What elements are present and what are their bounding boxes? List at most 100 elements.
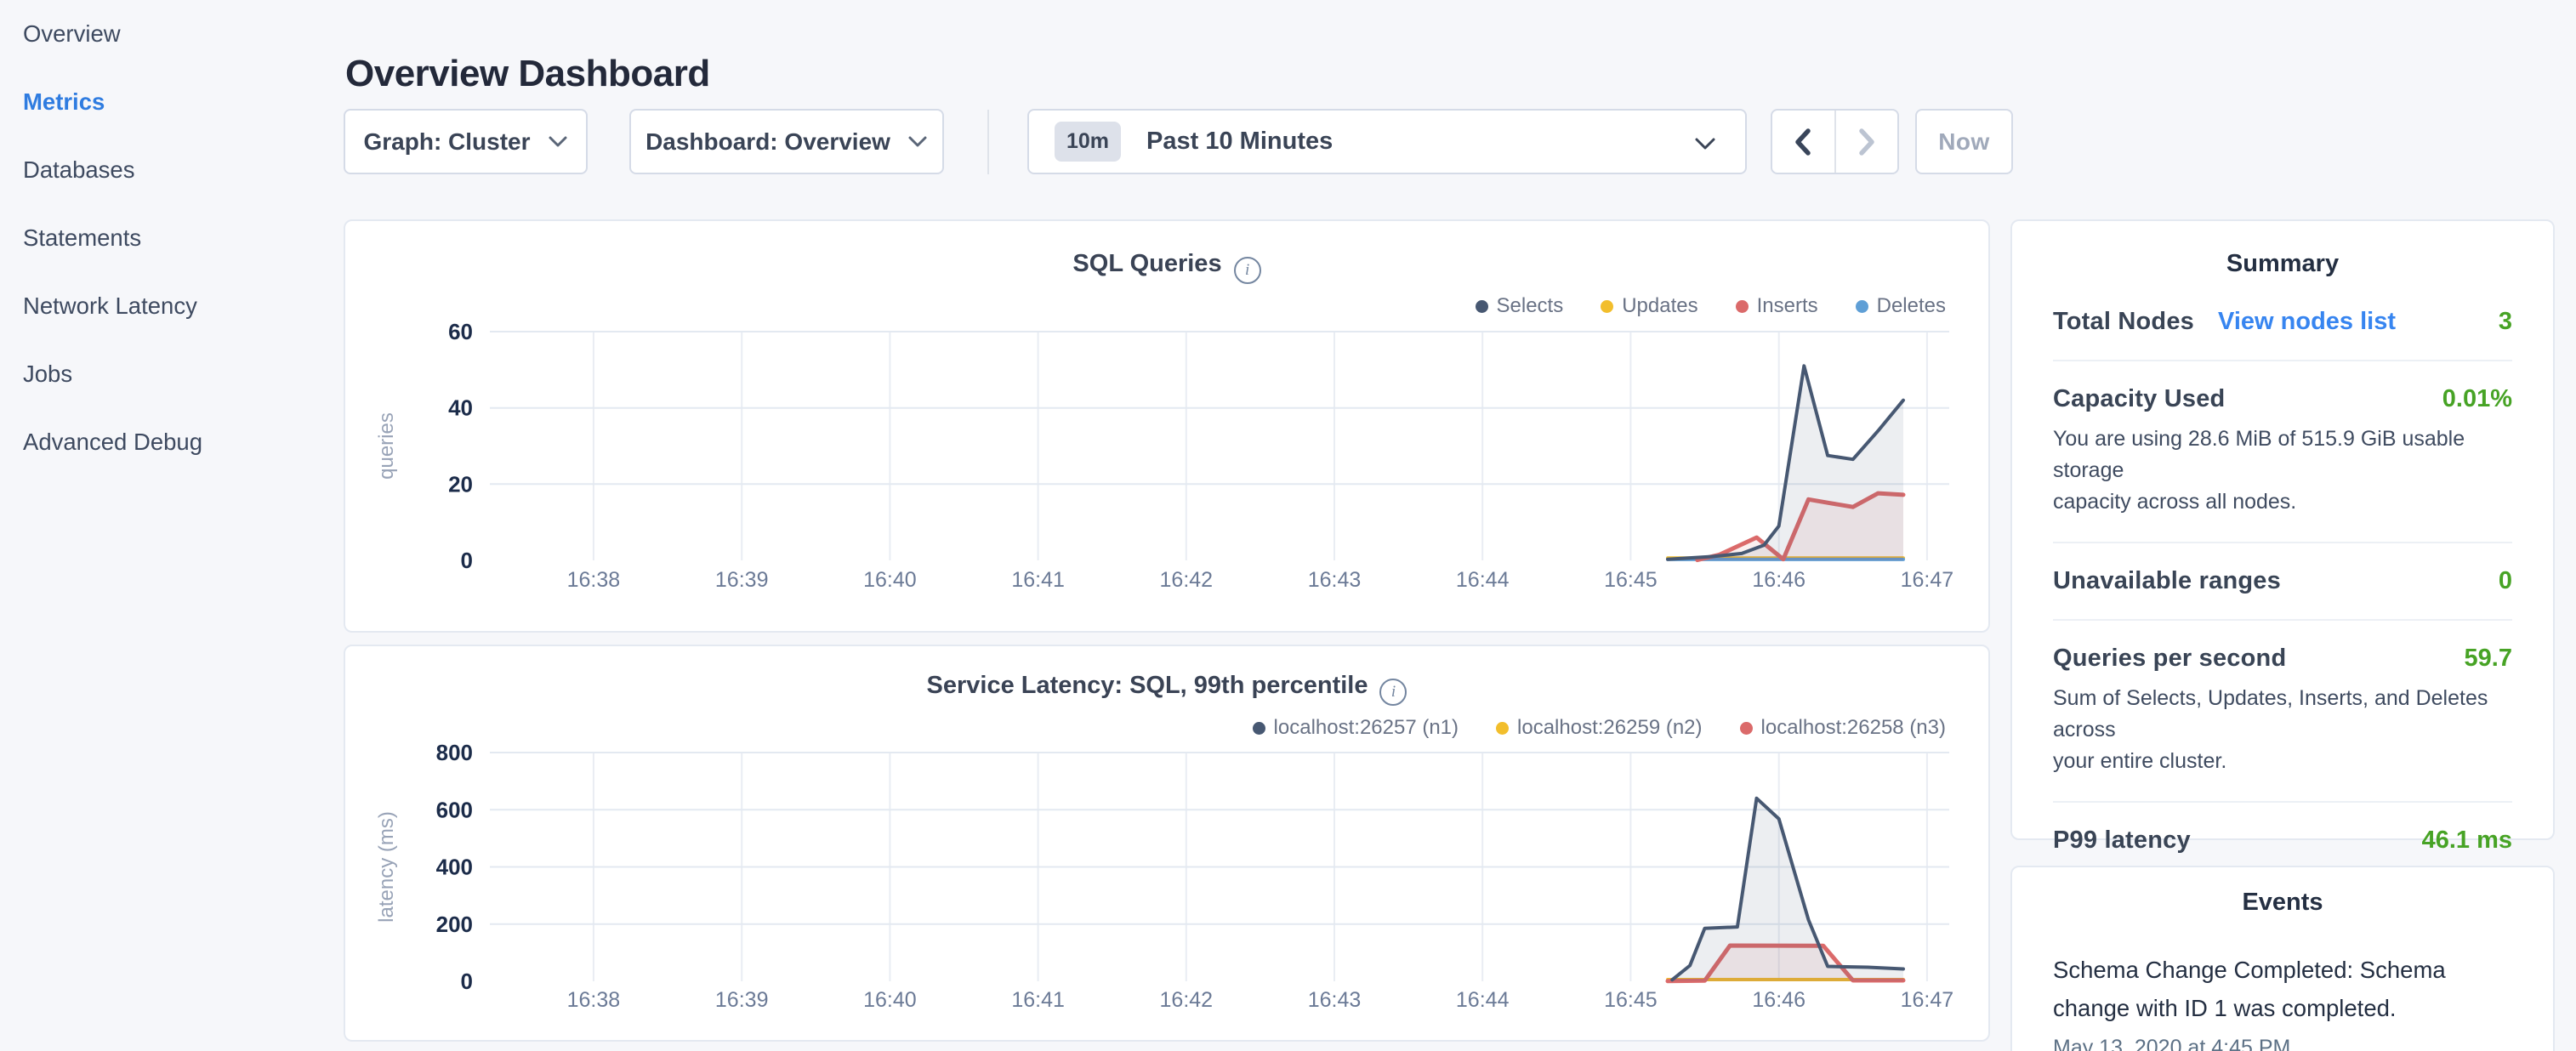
time-range-dropdown[interactable]: 10m Past 10 Minutes <box>1027 109 1747 174</box>
chevron-down-icon <box>549 136 567 147</box>
summary-label: Total Nodes <box>2053 308 2195 335</box>
svg-text:16:39: 16:39 <box>715 988 769 1012</box>
legend-dot-icon <box>1252 721 1265 735</box>
view-nodes-list-link[interactable]: View nodes list <box>2218 308 2396 335</box>
events-title: Events <box>2242 889 2323 916</box>
sidebar-item-overview[interactable]: Overview <box>23 20 121 47</box>
graph-scope-dropdown[interactable]: Graph: Cluster <box>344 109 588 174</box>
time-range-badge: 10m <box>1055 122 1122 162</box>
page-title: Overview Dashboard <box>345 53 710 95</box>
chevron-left-icon <box>1795 128 1811 156</box>
sidebar-item-advanced-debug[interactable]: Advanced Debug <box>23 429 202 455</box>
chart-title-text: Service Latency: SQL, 99th percentile <box>926 672 1368 699</box>
svg-text:queries: queries <box>375 412 398 480</box>
chevron-down-icon <box>908 136 927 147</box>
sidebar-item-metrics[interactable]: Metrics <box>23 88 105 115</box>
sidebar-item-network-latency[interactable]: Network Latency <box>23 293 197 319</box>
summary-value: 0 <box>2498 567 2512 594</box>
service-latency-chart-card: Service Latency: SQL, 99th percentile i l… <box>344 645 1990 1042</box>
sidebar-item-databases[interactable]: Databases <box>23 156 135 183</box>
legend-dot-icon <box>1735 299 1749 313</box>
now-button[interactable]: Now <box>1915 109 2013 174</box>
dashboard-label: Dashboard: Overview <box>645 128 890 155</box>
legend-dot-icon <box>1496 721 1510 735</box>
svg-text:16:40: 16:40 <box>863 988 917 1012</box>
summary-row-capacity-used: Capacity Used 0.01% You are using 28.6 M… <box>2053 360 2512 542</box>
events-panel: Events Schema Change Completed: Schema c… <box>2010 866 2555 1051</box>
svg-text:16:45: 16:45 <box>1604 988 1658 1012</box>
dashboard-dropdown[interactable]: Dashboard: Overview <box>629 109 944 174</box>
summary-row-total-nodes: Total Nodes View nodes list 3 <box>2053 284 2512 360</box>
summary-row-queries-per-second: Queries per second 59.7 Sum of Selects, … <box>2053 619 2512 801</box>
sidebar: Overview Metrics Databases Statements Ne… <box>0 0 340 1051</box>
svg-text:600: 600 <box>436 797 473 822</box>
time-range-label: Past 10 Minutes <box>1146 128 1333 155</box>
chevron-down-icon <box>1695 138 1715 150</box>
legend-item: Selects <box>1475 294 1563 318</box>
chart-title: SQL Queries i <box>345 250 1988 284</box>
sql-queries-plot[interactable]: 0 20 40 60 16:38 16:39 16:40 16:41 16:42 16:43 16:… <box>345 221 1988 631</box>
time-step-buttons <box>1771 109 1899 174</box>
chart-legend: Selects Updates Inserts Deletes <box>1475 294 1946 318</box>
sidebar-item-statements[interactable]: Statements <box>23 224 142 251</box>
legend-item: localhost:26258 (n3) <box>1739 716 1946 740</box>
svg-text:200: 200 <box>436 912 473 937</box>
svg-text:16:43: 16:43 <box>1308 988 1362 1012</box>
summary-value: 46.1 ms <box>2421 827 2512 854</box>
svg-text:16:44: 16:44 <box>1456 988 1510 1012</box>
legend-dot-icon <box>1739 721 1753 735</box>
svg-text:60: 60 <box>448 319 473 344</box>
legend-item: localhost:26259 (n2) <box>1496 716 1703 740</box>
summary-title: Summary <box>2226 250 2340 277</box>
info-icon[interactable]: i <box>1233 257 1261 284</box>
chevron-right-icon <box>1859 128 1874 156</box>
legend-dot-icon <box>1475 299 1488 313</box>
summary-label: Unavailable ranges <box>2053 567 2281 594</box>
svg-text:16:42: 16:42 <box>1160 988 1214 1012</box>
summary-value: 0.01% <box>2442 385 2512 412</box>
summary-value: 3 <box>2498 308 2512 335</box>
sql-queries-chart-card: SQL Queries i Selects Updates Inserts Del… <box>344 219 1990 633</box>
legend-item: Deletes <box>1855 294 1946 318</box>
legend-item: Updates <box>1601 294 1698 318</box>
toolbar-divider <box>987 110 989 174</box>
summary-row-unavailable-ranges: Unavailable ranges 0 <box>2053 542 2512 619</box>
chart-title: Service Latency: SQL, 99th percentile i <box>345 672 1988 706</box>
svg-text:16:38: 16:38 <box>567 988 621 1012</box>
summary-row-p99-latency: P99 latency 46.1 ms <box>2053 801 2512 878</box>
svg-text:0: 0 <box>461 969 473 994</box>
graph-scope-label: Graph: Cluster <box>363 128 531 155</box>
svg-text:20: 20 <box>448 471 473 497</box>
event-list-item[interactable]: Schema Change Completed: Schema change w… <box>2053 951 2512 1051</box>
summary-label: Capacity Used <box>2053 385 2226 412</box>
svg-text:16:45: 16:45 <box>1604 568 1658 592</box>
svg-text:16:41: 16:41 <box>1011 988 1065 1012</box>
sidebar-item-jobs[interactable]: Jobs <box>23 361 73 387</box>
summary-subtext: You are using 28.6 MiB of 515.9 GiB usab… <box>2053 427 2465 514</box>
summary-value: 59.7 <box>2464 645 2512 672</box>
svg-text:16:40: 16:40 <box>863 568 917 592</box>
info-icon[interactable]: i <box>1379 679 1407 706</box>
svg-text:16:44: 16:44 <box>1456 568 1510 592</box>
event-timestamp: May 13, 2020 at 4:45 PM <box>2053 1036 2291 1051</box>
summary-subtext: Sum of Selects, Updates, Inserts, and De… <box>2053 686 2488 773</box>
svg-text:800: 800 <box>436 740 473 765</box>
svg-text:16:43: 16:43 <box>1308 568 1362 592</box>
svg-text:16:42: 16:42 <box>1160 568 1214 592</box>
svg-text:0: 0 <box>461 548 473 573</box>
event-message: Schema Change Completed: Schema change w… <box>2053 957 2446 1021</box>
summary-label: Queries per second <box>2053 645 2287 672</box>
svg-text:16:47: 16:47 <box>1901 988 1954 1012</box>
svg-text:16:47: 16:47 <box>1901 568 1954 592</box>
summary-panel: Summary Total Nodes View nodes list 3 Ca… <box>2010 219 2555 854</box>
previous-time-range-button[interactable] <box>1772 111 1836 173</box>
next-time-range-button[interactable] <box>1836 111 1898 173</box>
svg-text:16:38: 16:38 <box>567 568 621 592</box>
service-latency-plot[interactable]: 0 200 400 600 800 16:38 16:39 16:40 16:41 16:42 16… <box>345 646 1988 1040</box>
chart-legend: localhost:26257 (n1) localhost:26259 (n2… <box>1252 716 1946 740</box>
svg-text:16:46: 16:46 <box>1752 988 1805 1012</box>
svg-text:16:39: 16:39 <box>715 568 769 592</box>
svg-text:16:41: 16:41 <box>1011 568 1065 592</box>
svg-text:400: 400 <box>436 855 473 880</box>
